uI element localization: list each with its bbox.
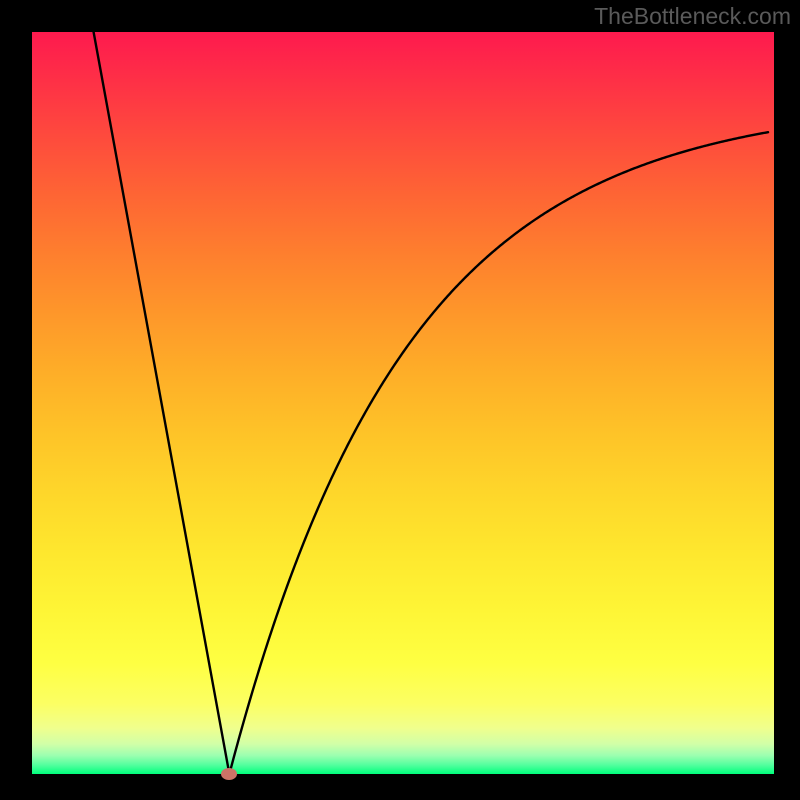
watermark-text: TheBottleneck.com <box>594 3 791 30</box>
optimum-marker <box>221 768 237 780</box>
plot-area <box>32 32 774 774</box>
bottleneck-curve <box>32 32 774 774</box>
chart-frame: TheBottleneck.com <box>0 0 800 800</box>
